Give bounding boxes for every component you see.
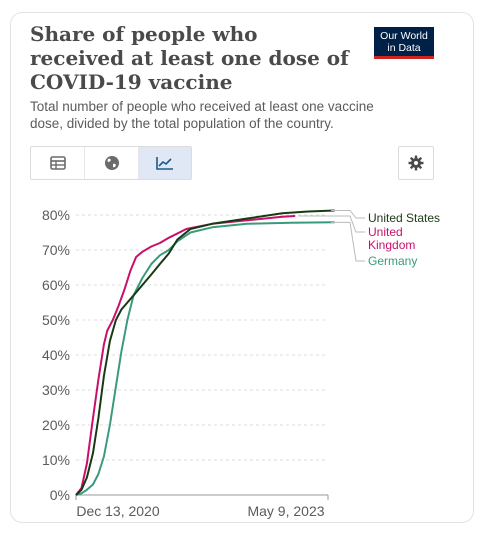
legend-label-united-states: United States: [368, 211, 440, 225]
y-tick-label: 20%: [42, 417, 70, 433]
y-tick-label: 80%: [42, 207, 70, 223]
gear-icon: [408, 155, 424, 171]
line-chart-icon: [156, 157, 173, 170]
x-tick-label: May 9, 2023: [247, 503, 324, 519]
view-tabs: [30, 146, 192, 180]
y-tick-label: 30%: [42, 382, 70, 398]
legend-connector: [331, 221, 365, 262]
series-line-germany: [75, 221, 335, 496]
tab-table[interactable]: [31, 147, 84, 179]
chart-card: [10, 12, 474, 523]
chart-title: Share of people who received at least on…: [30, 22, 349, 94]
legend-label-united-kingdom: United: [368, 225, 403, 239]
series-line-united-states: [75, 209, 335, 496]
settings-button[interactable]: [398, 146, 434, 180]
legend-label-germany: Germany: [368, 254, 417, 268]
y-tick-label: 60%: [42, 277, 70, 293]
logo-line-1: Our World: [380, 30, 428, 42]
owid-logo[interactable]: Our World in Data: [374, 27, 434, 59]
x-tick-label: Dec 13, 2020: [76, 503, 159, 519]
y-tick-label: 10%: [42, 452, 70, 468]
logo-line-2: in Data: [387, 42, 421, 54]
legend-connector: [331, 209, 365, 219]
y-tick-label: 40%: [42, 347, 70, 363]
y-tick-label: 70%: [42, 242, 70, 258]
legend-label-united-kingdom: Kingdom: [368, 238, 415, 252]
legend-connector: [298, 215, 365, 233]
y-tick-label: 50%: [42, 312, 70, 328]
tab-chart[interactable]: [137, 147, 192, 179]
y-tick-label: 0%: [50, 487, 70, 503]
table-icon: [49, 156, 66, 170]
tab-map[interactable]: [84, 147, 137, 179]
chart-subtitle: Total number of people who received at l…: [30, 99, 374, 131]
globe-icon: [104, 156, 119, 170]
